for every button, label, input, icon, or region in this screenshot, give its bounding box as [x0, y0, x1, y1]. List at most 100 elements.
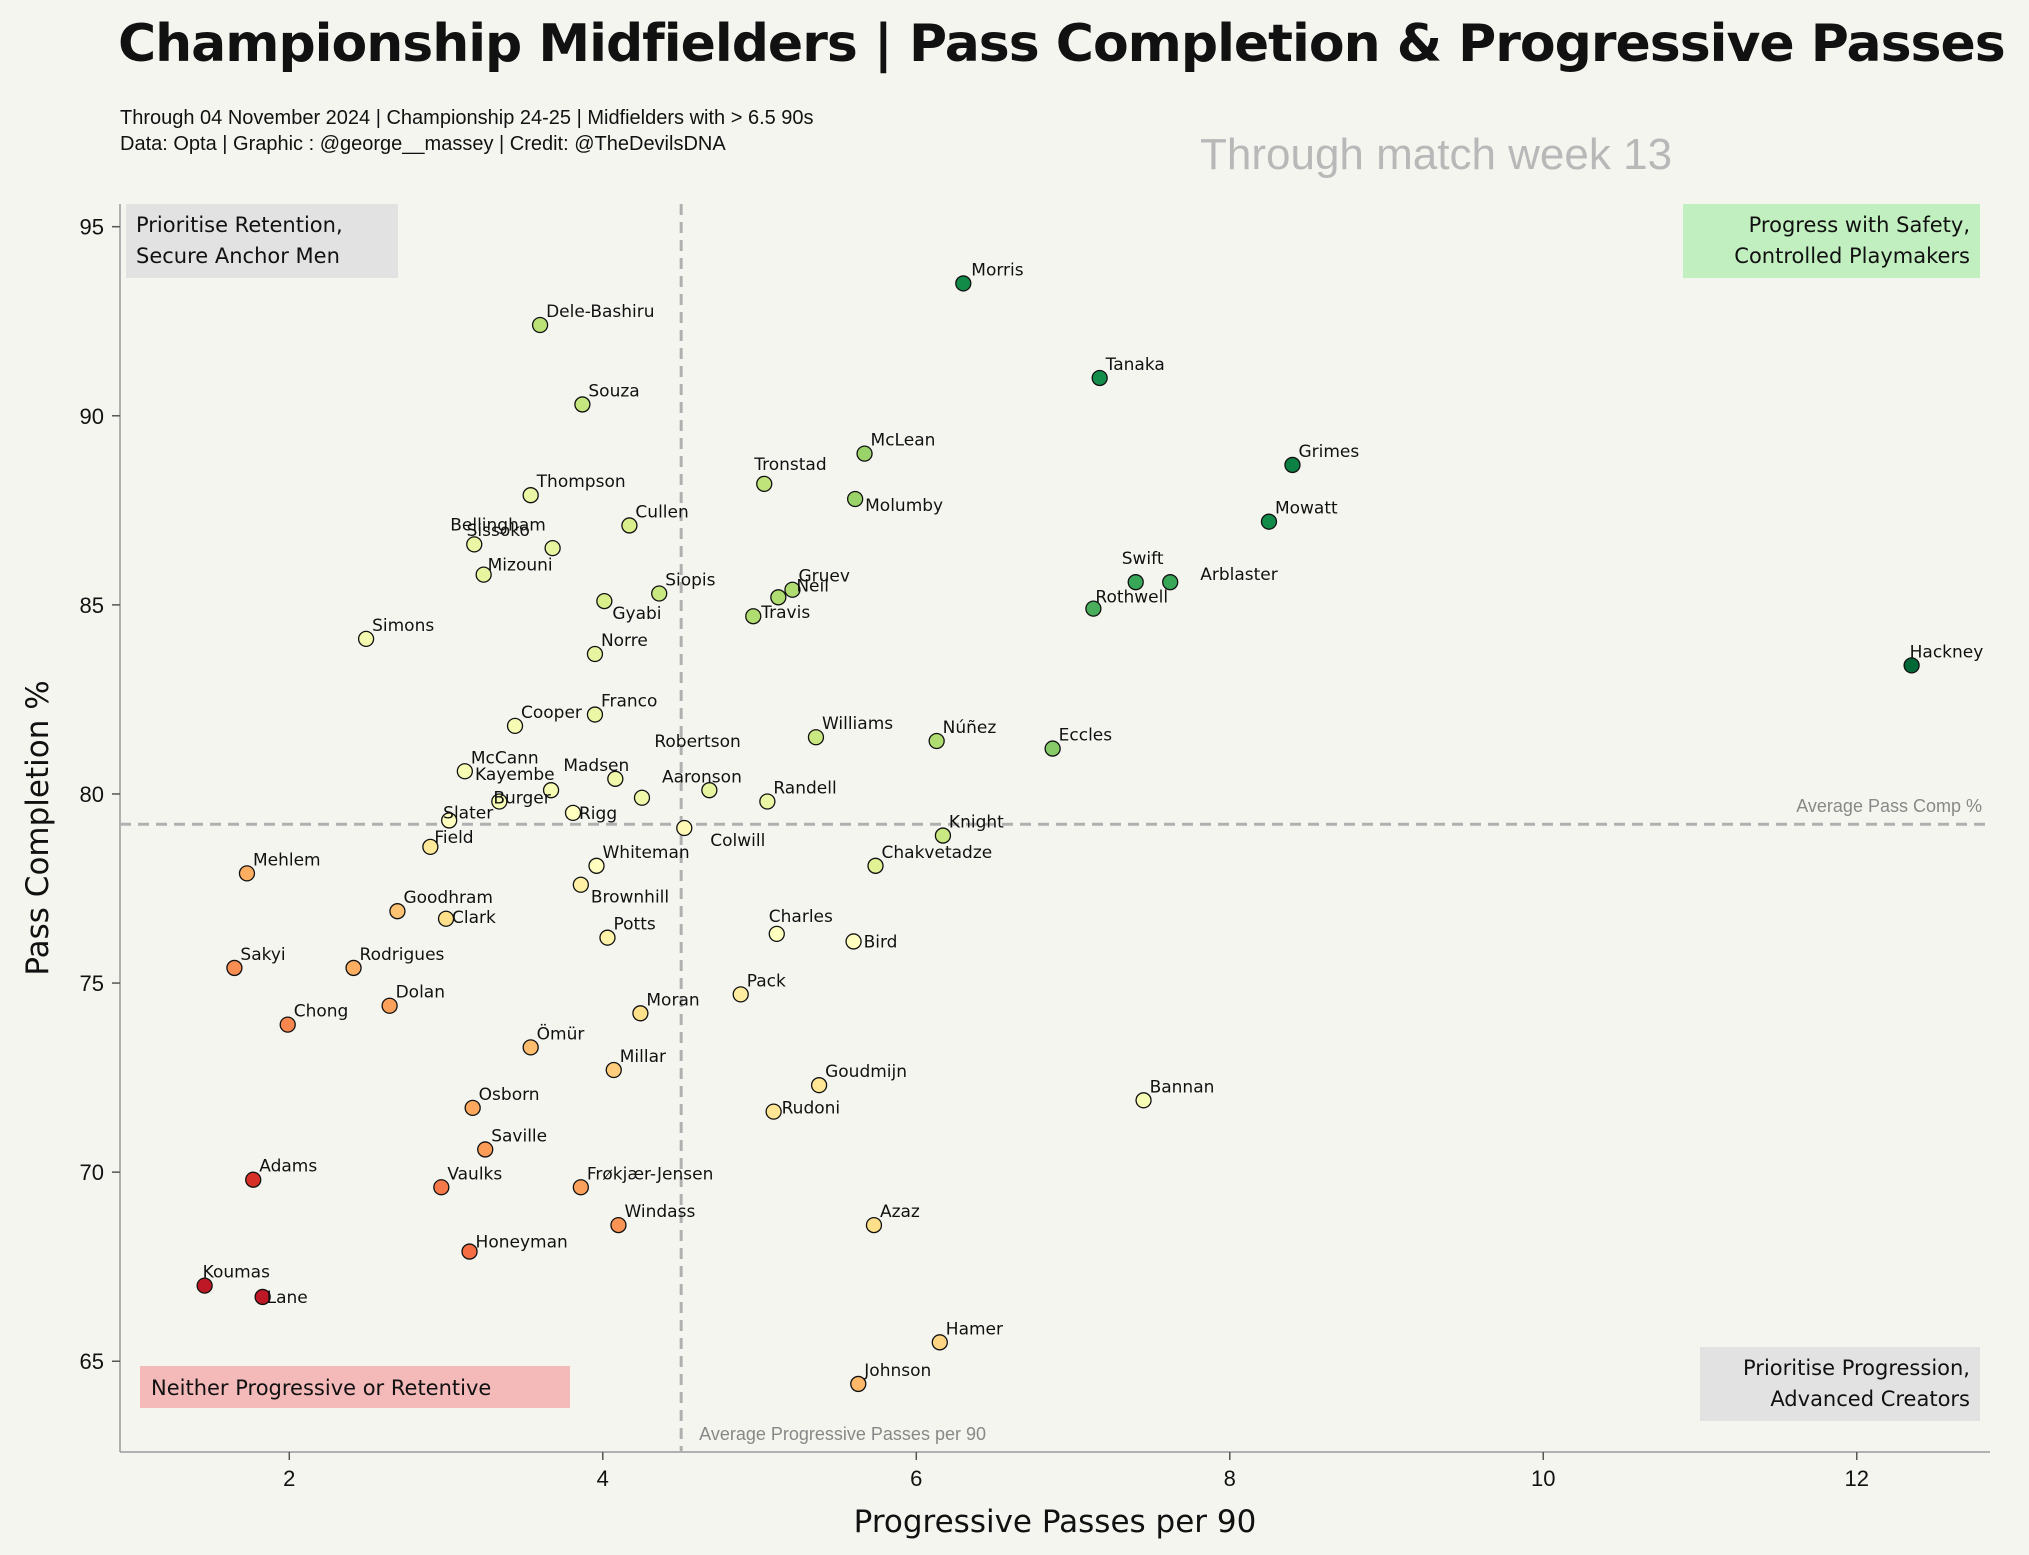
- x-tick-label: 4: [597, 1466, 609, 1491]
- data-point: [1162, 574, 1179, 591]
- data-point: [845, 933, 862, 950]
- data-point: [422, 838, 439, 856]
- data-point: [544, 539, 561, 557]
- data-point: [651, 585, 668, 602]
- point-label: Whiteman: [603, 843, 690, 863]
- point-label: Adams: [259, 1157, 317, 1177]
- data-point: [1135, 1092, 1152, 1109]
- quadrant-bottom-left-box: [140, 1366, 570, 1408]
- point-label: Vaulks: [447, 1164, 502, 1184]
- data-points: [196, 275, 1920, 1393]
- point-label: Azaz: [880, 1202, 920, 1222]
- point-label: Mowatt: [1275, 499, 1338, 519]
- data-point: [701, 782, 718, 799]
- data-point: [279, 1016, 296, 1033]
- data-point: [433, 1179, 450, 1196]
- data-point: [865, 1216, 883, 1234]
- data-point: [1903, 657, 1920, 674]
- data-point: [1260, 513, 1278, 530]
- data-point: [522, 487, 539, 504]
- point-label: Kayembe: [475, 765, 555, 785]
- y-tick-label: 80: [80, 782, 104, 807]
- data-point: [770, 589, 787, 606]
- point-label: Millar: [620, 1047, 666, 1067]
- point-label: Bird: [864, 932, 898, 952]
- axes: 2 4 6 8 10 12 65 70 75 80 85 90 95: [80, 204, 1990, 1491]
- point-label: Cooper: [521, 703, 582, 723]
- data-point: [621, 517, 638, 534]
- data-point: [955, 275, 972, 292]
- point-label: Gyabi: [612, 604, 661, 624]
- data-point: [254, 1288, 271, 1306]
- data-point: [456, 763, 473, 780]
- point-label: Franco: [601, 692, 657, 712]
- point-label: Cullen: [635, 502, 688, 522]
- data-point: [765, 1103, 782, 1120]
- point-label: Ömür: [537, 1022, 585, 1044]
- point-label: Swift: [1122, 549, 1164, 569]
- point-label: Siopis: [665, 571, 715, 591]
- point-label: Johnson: [863, 1361, 931, 1381]
- point-label: Sissoko: [467, 521, 530, 541]
- y-tick-label: 95: [80, 215, 104, 240]
- y-tick-label: 85: [80, 593, 104, 618]
- y-tick-label: 90: [80, 404, 104, 429]
- point-label: Sakyi: [240, 945, 285, 965]
- point-label: Rothwell: [1095, 588, 1168, 608]
- x-axis-label: Progressive Passes per 90: [854, 1504, 1257, 1540]
- data-point: [572, 876, 589, 893]
- data-point: [477, 1141, 494, 1158]
- data-point: [856, 445, 873, 462]
- data-point: [491, 793, 508, 810]
- quadrant-bottom-left-line-1: Neither Progressive or Retentive: [151, 1376, 491, 1400]
- data-point: [506, 717, 524, 735]
- data-point: [522, 1039, 539, 1056]
- point-label: Simons: [372, 616, 434, 636]
- data-point: [596, 592, 613, 610]
- data-point: [588, 857, 605, 874]
- quadrant-top-left-box: [126, 204, 398, 278]
- data-point: [934, 827, 952, 844]
- quadrant-top-left-line-1: Prioritise Retention,: [136, 213, 343, 237]
- point-label: Morris: [971, 260, 1023, 280]
- point-label: Travis: [760, 603, 810, 623]
- data-point: [381, 997, 398, 1014]
- point-label: Hackney: [1910, 642, 1984, 662]
- point-label: Field: [434, 828, 473, 848]
- point-label: Chakvetadze: [882, 843, 993, 863]
- point-label: Mehlem: [253, 850, 321, 870]
- quadrant-top-right-line-2: Controlled Playmakers: [1734, 244, 1970, 268]
- point-label: Honeyman: [476, 1233, 568, 1253]
- point-label: Frøkjær-Jensen: [587, 1164, 714, 1184]
- point-label: Souza: [588, 381, 639, 401]
- data-point: [610, 1216, 627, 1234]
- data-point: [586, 706, 604, 723]
- data-point: [931, 1334, 948, 1351]
- data-point: [466, 536, 483, 553]
- point-label: Tanaka: [1105, 355, 1165, 375]
- y-tick-label: 70: [80, 1160, 104, 1185]
- y-tick-label: 75: [80, 971, 104, 996]
- point-label: Goodhram: [403, 888, 493, 908]
- point-label: Brownhill: [591, 888, 669, 908]
- point-label: Madsen: [563, 756, 629, 776]
- subtitle-line-1: Through 04 November 2024 | Championship …: [120, 107, 814, 129]
- data-point: [226, 959, 243, 977]
- point-label: Molumby: [865, 496, 943, 516]
- subtitle-line-2: Data: Opta | Graphic : @george__massey |…: [120, 133, 726, 155]
- point-label: Potts: [613, 915, 655, 935]
- point-label: McCann: [471, 748, 539, 768]
- data-point: [676, 819, 693, 837]
- data-point: [633, 789, 651, 806]
- x-tick-label: 6: [910, 1466, 922, 1491]
- point-label: Charles: [769, 907, 833, 927]
- quadrant-top-right-box: [1683, 204, 1980, 278]
- data-point: [461, 1243, 478, 1260]
- y-tick-label: 65: [80, 1349, 104, 1374]
- x-tick-label: 12: [1845, 1466, 1869, 1491]
- data-point: [756, 475, 773, 493]
- data-point: [564, 804, 582, 822]
- data-point: [586, 645, 604, 663]
- point-label: Mizouni: [488, 556, 553, 576]
